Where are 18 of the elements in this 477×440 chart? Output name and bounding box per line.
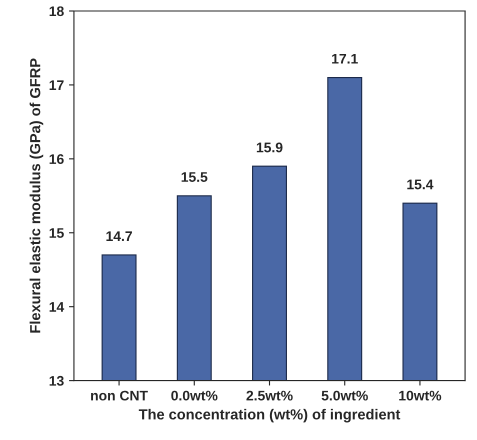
y-axis-title: Flexural elastic modulus (GPa) of GFRP	[30, 58, 44, 333]
data-label: 14.7	[106, 231, 132, 241]
y-tick-label: 17	[50, 80, 64, 90]
data-label: 17.1	[332, 54, 358, 64]
data-label: 15.5	[182, 172, 208, 182]
y-tick-label: 13	[50, 376, 64, 386]
x-tick-label: 0.0wt%	[171, 390, 218, 401]
y-tick-label: 15	[50, 228, 64, 238]
data-label: 15.9	[256, 142, 283, 152]
y-tick-label: 14	[50, 302, 64, 312]
x-axis-title: The concentration (wt%) of ingredient	[138, 408, 400, 422]
x-tick-label: 10wt%	[399, 390, 442, 401]
x-tick-label: 2.5wt%	[246, 390, 293, 401]
data-label: 15.4	[407, 180, 434, 190]
x-tick-label: 5.0wt%	[322, 390, 368, 401]
y-tick-label: 16	[50, 154, 64, 164]
x-tick-label: non CNT	[91, 390, 148, 401]
y-tick-label: 18	[50, 6, 64, 16]
